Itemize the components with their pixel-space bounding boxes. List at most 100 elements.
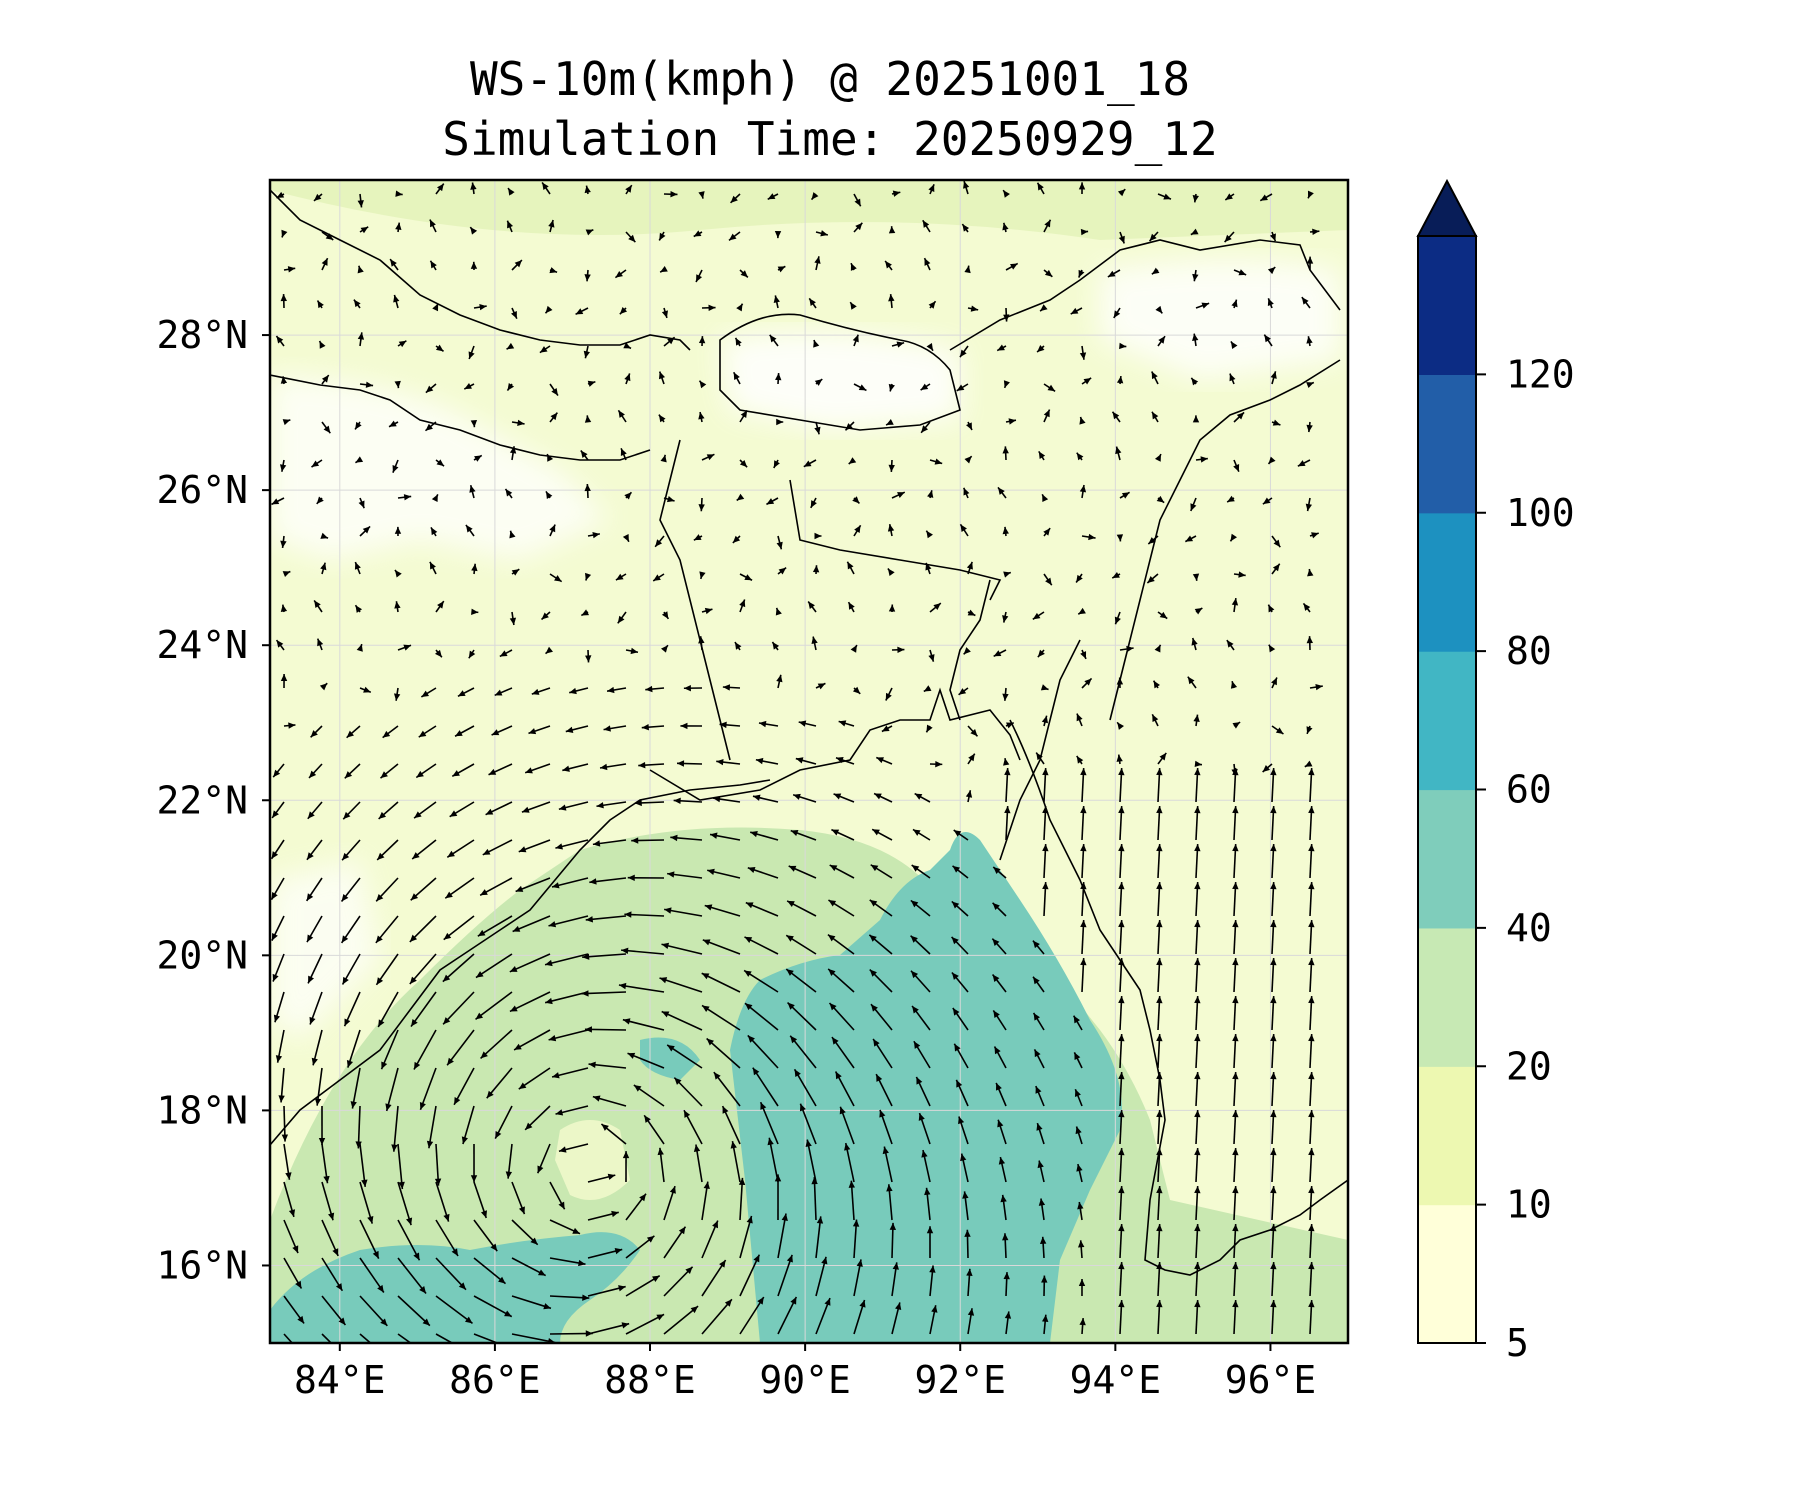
wind-arrow [1043, 383, 1056, 392]
wind-arrow [998, 1156, 1007, 1183]
wind-arrow [377, 991, 399, 1028]
wind-arrow [418, 725, 437, 738]
wind-arrow [658, 414, 666, 423]
wind-arrow [1262, 497, 1273, 505]
wind-arrow [463, 382, 475, 390]
wind-arrow [736, 493, 745, 502]
wind-arrow [1232, 1072, 1239, 1107]
colorbar-segment [1418, 236, 1476, 375]
colorbar-tick-label: 40 [1506, 906, 1552, 950]
wind-arrow [1146, 573, 1159, 584]
wind-arrow [1232, 882, 1239, 917]
wind-arrow [1080, 882, 1087, 917]
wind-arrow [663, 336, 676, 347]
wind-arrow [435, 344, 444, 352]
wind-arrow [357, 265, 364, 274]
wind-arrow [1232, 1186, 1239, 1221]
wind-arrow [1080, 920, 1087, 955]
wind-arrow [1079, 484, 1087, 499]
wind-arrow [281, 1105, 289, 1142]
wind-arrow [1114, 611, 1121, 625]
wind-arrow [1232, 768, 1239, 803]
wind-arrow [776, 418, 784, 426]
wind-arrow [661, 1010, 703, 1031]
wind-speed-map[interactable] [268, 178, 1350, 1359]
wind-arrow [964, 265, 971, 274]
wind-arrow [480, 1029, 513, 1060]
wind-arrow [305, 877, 323, 902]
wind-arrow [545, 490, 553, 500]
wind-arrow [432, 303, 439, 312]
wind-arrow [964, 1229, 971, 1259]
border-nepal-north [270, 189, 691, 351]
wind-arrow [1307, 190, 1314, 199]
wind-arrow [1309, 228, 1320, 235]
wind-arrow [509, 611, 517, 626]
wind-arrow [469, 226, 478, 235]
wind-arrow [852, 686, 861, 695]
wind-arrow [606, 686, 627, 694]
wind-arrow [1116, 677, 1124, 689]
wind-arrow [701, 453, 715, 461]
wind-arrow [659, 265, 668, 273]
wind-arrow [680, 722, 703, 730]
wind-arrow [683, 684, 703, 692]
wind-arrow [536, 1143, 551, 1174]
wind-arrow [744, 936, 779, 955]
wind-arrow [767, 1137, 779, 1183]
wind-arrow [799, 1103, 817, 1145]
wind-arrow [1154, 644, 1162, 653]
wind-arrow [774, 1174, 782, 1221]
wind-arrow [807, 600, 817, 613]
wind-arrow [663, 907, 703, 917]
wind-arrow [1270, 1110, 1277, 1145]
wind-arrow [1118, 996, 1125, 1031]
wind-arrow [1271, 535, 1281, 548]
wind-arrow [1232, 1110, 1239, 1145]
wind-arrow [834, 1071, 855, 1107]
wind-arrow [342, 801, 361, 820]
wind-arrow [359, 525, 371, 537]
wind-arrow [1270, 1148, 1277, 1183]
wind-arrow [1156, 1300, 1163, 1335]
wind-arrow [1187, 676, 1197, 689]
wind-arrow [1036, 182, 1045, 195]
wind-arrow [1038, 450, 1046, 461]
wind-arrow [879, 1109, 893, 1145]
wind-arrow [1232, 996, 1239, 1031]
wind-arrow [272, 953, 285, 982]
wind-arrow [1270, 1072, 1277, 1107]
wind-arrow [511, 259, 523, 271]
wind-arrow [910, 970, 931, 993]
wind-arrow [619, 306, 628, 315]
colorbar-segment [1418, 651, 1476, 791]
wind-arrow [321, 1295, 347, 1326]
wind-arrow [1306, 725, 1313, 735]
wind-arrow [918, 1112, 931, 1145]
lon-tick-label: 84°E [294, 1358, 386, 1402]
wind-arrow [928, 300, 937, 309]
wind-arrow [596, 801, 627, 809]
wind-arrow [558, 1143, 589, 1153]
wind-arrow [716, 758, 741, 766]
wind-arrow [624, 373, 631, 385]
wind-arrow [1118, 844, 1125, 879]
wind-arrow [1308, 1110, 1315, 1145]
wind-arrow [310, 725, 323, 738]
wind-arrow [444, 877, 475, 899]
wind-arrow [278, 1067, 285, 1103]
wind-arrow [1308, 1034, 1315, 1069]
wind-arrow [413, 801, 437, 819]
wind-arrow [420, 687, 437, 698]
wind-arrow [852, 334, 859, 347]
wind-arrow [805, 1139, 817, 1183]
wind-arrow [580, 609, 590, 617]
wind-arrow [808, 297, 817, 309]
wind-arrow [693, 534, 703, 541]
wind-arrow [1118, 1224, 1125, 1259]
wind-arrow [891, 646, 905, 654]
wind-arrow [470, 419, 478, 428]
wind-arrow [886, 1184, 893, 1221]
wind-arrow [615, 573, 627, 581]
wind-arrow [353, 299, 361, 309]
